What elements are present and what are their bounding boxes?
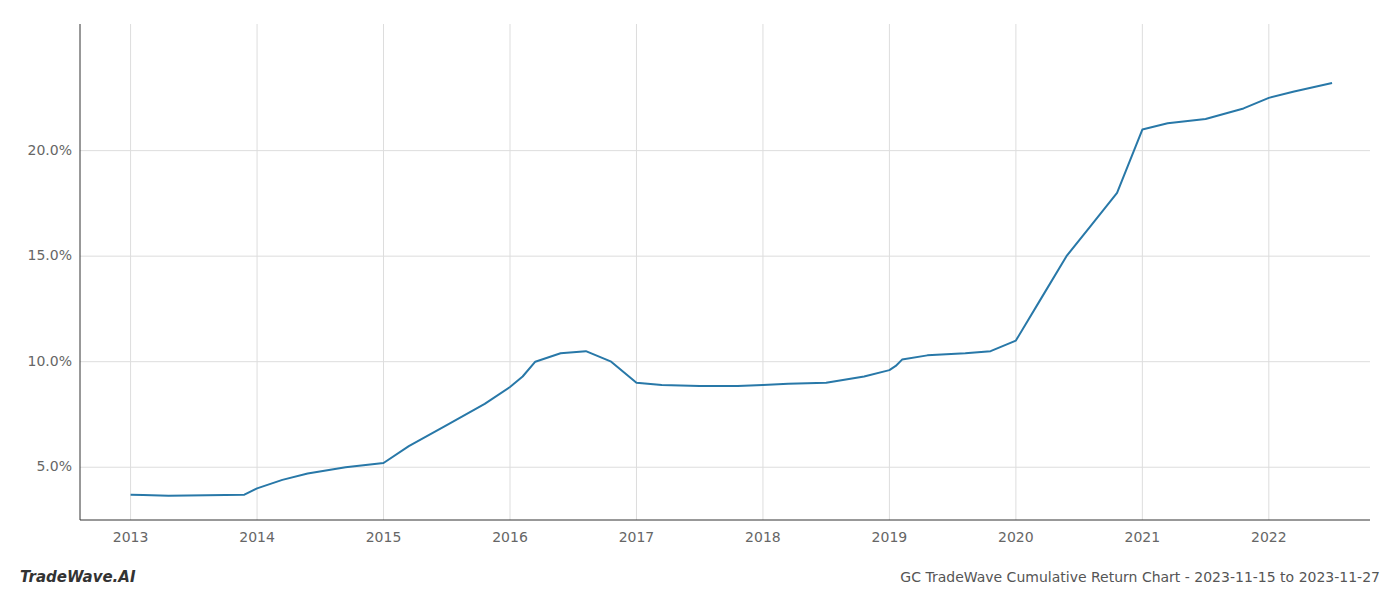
x-tick-label: 2020: [998, 529, 1034, 545]
x-tick-label: 2017: [619, 529, 655, 545]
grid: [80, 24, 1370, 520]
plot-area: [131, 83, 1332, 496]
x-tick-label: 2018: [745, 529, 781, 545]
x-grid-line: [257, 24, 258, 520]
y-grid-line: [80, 256, 1370, 257]
x-axis-line: [80, 520, 1370, 521]
y-grid-line: [80, 150, 1370, 151]
x-tick-label: 2022: [1251, 529, 1287, 545]
x-grid-line: [510, 24, 511, 520]
x-tick-label: 2021: [1125, 529, 1161, 545]
x-tick-label: 2015: [366, 529, 402, 545]
x-tick-label: 2014: [239, 529, 275, 545]
chart: 5.0% 10.0% 15.0% 20.0% 2013 2014 2015 2016 2017 2…: [0, 0, 1400, 600]
y-tick-label: 20.0%: [28, 142, 72, 158]
background: [0, 0, 1400, 600]
x-grid-line: [636, 24, 637, 520]
title: GC TradeWave Cumulative Return Chart - 2…: [900, 569, 1380, 585]
x-grid-line: [1015, 24, 1016, 520]
y-grid-line: [80, 361, 1370, 362]
y-tick-label: 10.0%: [28, 353, 72, 369]
x-grid-line: [383, 24, 384, 520]
axes: 5.0% 10.0% 15.0% 20.0% 2013 2014 2015 2016 2017 2…: [28, 24, 1370, 545]
x-grid-line: [889, 24, 890, 520]
y-grid-line: [80, 467, 1370, 468]
x-grid-line: [1142, 24, 1143, 520]
x-tick-label: 2013: [113, 529, 149, 545]
x-grid-line: [762, 24, 763, 520]
y-axis-line: [80, 24, 81, 520]
watermark: TradeWave.AI: [20, 568, 136, 586]
x-grid-line: [130, 24, 131, 520]
x-tick-label: 2016: [492, 529, 528, 545]
line: [131, 83, 1332, 496]
x-tick-label: 2019: [872, 529, 908, 545]
y-tick-label: 5.0%: [36, 458, 72, 474]
y-tick-label: 15.0%: [28, 247, 72, 263]
